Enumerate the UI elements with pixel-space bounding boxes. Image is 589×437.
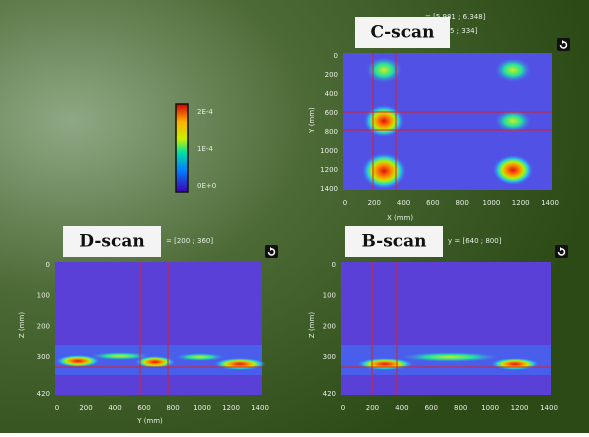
x-tick-label: 0 [55, 404, 59, 412]
x-tick-label: 800 [455, 199, 468, 207]
y-tick-label: 400 [325, 90, 338, 98]
x-tick-label: 200 [79, 404, 92, 412]
screen: = [5.981 ; 6.348] 5 ; 334] 2E-41E-40E+00… [0, 0, 589, 433]
y-tick-label: 800 [325, 128, 338, 136]
y-tick-label: 300 [37, 353, 50, 361]
colorbar [176, 104, 188, 192]
refresh-button[interactable] [557, 38, 570, 51]
x-tick-label: 600 [426, 199, 439, 207]
y-tick-label: 600 [325, 109, 338, 117]
x-axis-label: X (mm) [387, 214, 413, 222]
x-axis-label: Y (mm) [136, 417, 163, 425]
x-tick-label: 1000 [481, 404, 499, 412]
y-tick-label: 420 [37, 390, 50, 398]
x-tick-label: 400 [395, 404, 408, 412]
panel-title: D-scan [79, 232, 144, 252]
colorbar-label: 2E-4 [197, 108, 213, 116]
y-tick-label: 1200 [320, 166, 338, 174]
header-text: 5 ; 334] [450, 27, 478, 35]
x-tick-label: 600 [137, 404, 150, 412]
colorbar-label: 1E-4 [197, 145, 213, 153]
refresh-button[interactable] [265, 245, 278, 258]
y-axis-label: Y (mm) [308, 107, 316, 134]
x-tick-label: 0 [343, 199, 347, 207]
x-tick-label: 400 [108, 404, 121, 412]
x-tick-label: 200 [366, 404, 379, 412]
x-tick-label: 600 [425, 404, 438, 412]
y-axis-label: Z (mm) [18, 312, 26, 338]
y-tick-label: 0 [332, 261, 336, 269]
b-scan-map [341, 262, 551, 395]
y-tick-label: 100 [323, 292, 336, 300]
y-tick-label: 420 [323, 390, 336, 398]
x-tick-label: 1400 [540, 404, 558, 412]
x-tick-label: 400 [397, 199, 410, 207]
x-tick-label: 1000 [193, 404, 211, 412]
x-tick-label: 1200 [222, 404, 240, 412]
panel-title: B-scan [361, 232, 426, 252]
x-tick-label: 1000 [483, 199, 501, 207]
y-tick-label: 200 [37, 322, 50, 330]
x-tick-label: 0 [341, 404, 345, 412]
y-tick-label: 1000 [320, 147, 338, 155]
y-tick-label: 200 [325, 71, 338, 79]
y-axis-label: Z (mm) [308, 312, 316, 338]
y-tick-label: 300 [323, 353, 336, 361]
y-tick-label: 1400 [320, 185, 338, 193]
x-tick-label: 800 [166, 404, 179, 412]
colorbar-label: 0E+0 [197, 182, 216, 190]
panel-title: C-scan [371, 23, 435, 43]
x-tick-label: 1400 [541, 199, 559, 207]
y-tick-label: 100 [37, 292, 50, 300]
refresh-button[interactable] [555, 245, 568, 258]
y-tick-label: 0 [334, 52, 338, 60]
y-tick-label: 200 [323, 322, 336, 330]
x-tick-label: 1200 [512, 199, 530, 207]
panel-info: = [200 ; 360] [166, 237, 213, 245]
x-tick-label: 200 [368, 199, 381, 207]
x-tick-label: 1200 [511, 404, 529, 412]
x-tick-label: 1400 [251, 404, 269, 412]
c-scan-map [343, 53, 552, 190]
x-tick-label: 800 [454, 404, 467, 412]
d-scan-map [55, 262, 266, 395]
y-tick-label: 0 [46, 261, 50, 269]
panel-info: y = [640 ; 800] [448, 237, 502, 245]
